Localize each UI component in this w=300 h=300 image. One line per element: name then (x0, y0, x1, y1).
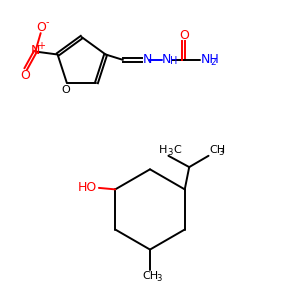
Text: CH: CH (209, 146, 225, 155)
Text: O: O (179, 29, 189, 42)
Text: 3: 3 (157, 274, 162, 283)
Text: N: N (162, 53, 171, 66)
Text: N: N (142, 53, 152, 66)
Text: H: H (158, 146, 167, 155)
Text: 3: 3 (218, 148, 224, 157)
Text: 3: 3 (167, 148, 172, 157)
Text: O: O (61, 85, 70, 95)
Text: HO: HO (78, 181, 98, 194)
Text: H: H (170, 56, 178, 66)
Text: NH: NH (201, 53, 220, 66)
Text: +: + (37, 41, 45, 51)
Text: C: C (173, 146, 181, 155)
Text: -: - (46, 17, 49, 27)
Text: N: N (31, 44, 40, 57)
Text: 2: 2 (210, 58, 216, 67)
Text: O: O (37, 21, 46, 34)
Text: O: O (20, 69, 30, 82)
Text: CH: CH (142, 271, 158, 281)
